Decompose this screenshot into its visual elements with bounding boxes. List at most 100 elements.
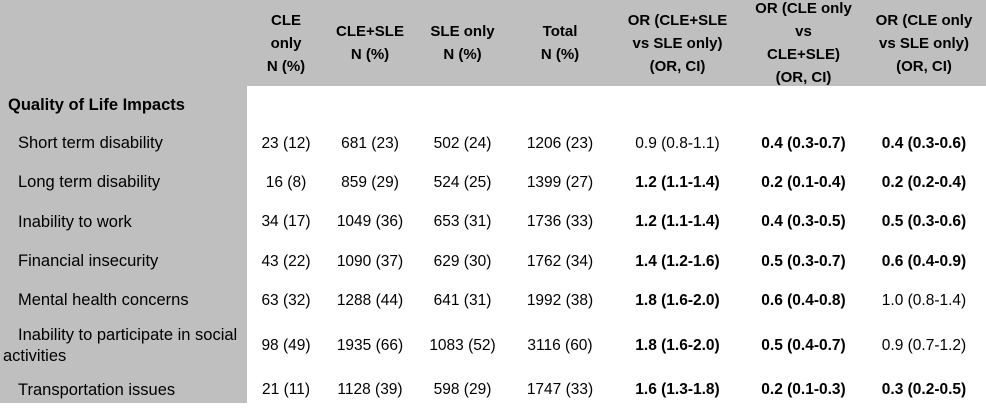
table-cell: 43 (22) <box>247 242 325 281</box>
table-cell: 0.9 (0.7-1.2) <box>862 320 986 372</box>
table-cell: 502 (24) <box>415 124 510 163</box>
row-label-cell: Transportation issues <box>0 372 247 408</box>
header-line: Total <box>542 23 578 40</box>
row-label: Financial insecurity <box>18 252 159 270</box>
table-cell: 1090 (37) <box>325 242 415 281</box>
row-label: Inability to participate in social activ… <box>3 326 238 365</box>
empty-cell <box>415 86 510 124</box>
row-label-cell: Inability to work <box>0 202 247 242</box>
table-cell: 0.5 (0.4-0.7) <box>745 320 862 372</box>
empty-cell <box>510 86 610 124</box>
table-cell: 1206 (23) <box>510 124 610 163</box>
table-cell: 1.2 (1.1-1.4) <box>610 163 745 202</box>
header-line: (OR, CI) <box>896 57 952 75</box>
table-cell: 0.9 (0.8-1.1) <box>610 124 745 163</box>
empty-cell <box>610 86 745 124</box>
row-label-cell: Long term disability <box>0 163 247 202</box>
table-cell: 1747 (33) <box>510 372 610 408</box>
header-line: OR (CLE only <box>875 11 973 29</box>
row-label: Short term disability <box>18 134 163 152</box>
header-line: CLE+SLE <box>336 23 404 40</box>
table-cell: 0.4 (0.3-0.7) <box>745 124 862 163</box>
table-cell: 1762 (34) <box>510 242 610 281</box>
header-line: vs SLE only) <box>632 34 723 52</box>
table-cell: 63 (32) <box>247 281 325 320</box>
table-cell: 0.4 (0.3-0.5) <box>745 202 862 242</box>
table-cell: 641 (31) <box>415 281 510 320</box>
table-cell: 1128 (39) <box>325 372 415 408</box>
row-label-cell: Inability to participate in social activ… <box>0 320 247 372</box>
table-cell: 0.2 (0.1-0.4) <box>745 163 862 202</box>
table-cell: 0.2 (0.2-0.4) <box>862 163 986 202</box>
header-line: vs SLE only) <box>878 34 970 52</box>
table-cell: 0.6 (0.4-0.9) <box>862 242 986 281</box>
table-cell: 1736 (33) <box>510 202 610 242</box>
empty-cell <box>247 86 325 124</box>
header-line: CLE+SLE) <box>767 46 840 63</box>
col-header-or-cleonly-vs-clesle: OR (CLE only vs CLE+SLE) (OR, CI) <box>745 0 862 86</box>
table-cell: 1.2 (1.1-1.4) <box>610 202 745 242</box>
table-cell: 0.3 (0.2-0.5) <box>862 372 986 408</box>
col-header-or-clesle-vs-sleonly: OR (CLE+SLE vs SLE only) (OR, CI) <box>610 0 745 86</box>
row-label-cell: Mental health concerns <box>0 281 247 320</box>
table-cell: 21 (11) <box>247 372 325 408</box>
table-cell: 1288 (44) <box>325 281 415 320</box>
table-cell: 1083 (52) <box>415 320 510 372</box>
table-cell: 1.8 (1.6-2.0) <box>610 281 745 320</box>
col-header-or-cleonly-vs-sleonly: OR (CLE only vs SLE only) (OR, CI) <box>862 0 986 86</box>
table-cell: 598 (29) <box>415 372 510 408</box>
header-line: OR (CLE+SLE <box>627 11 728 29</box>
header-empty-cell <box>0 0 247 86</box>
header-line: N (%) <box>350 46 390 63</box>
header-line: CLE <box>271 11 301 29</box>
empty-cell <box>862 86 986 124</box>
table-cell: 1.4 (1.2-1.6) <box>610 242 745 281</box>
col-header-cle-plus-sle: CLE+SLE N (%) <box>325 0 415 86</box>
table-cell: 1399 (27) <box>510 163 610 202</box>
section-title-cell: Quality of Life Impacts <box>0 86 247 124</box>
row-label-cell: Financial insecurity <box>0 242 247 281</box>
row-label: Inability to work <box>18 212 132 231</box>
table-cell: 524 (25) <box>415 163 510 202</box>
section-title: Quality of Life Impacts <box>8 95 185 114</box>
col-header-total: Total N (%) <box>510 0 610 86</box>
header-line: (OR, CI) <box>775 69 832 86</box>
empty-cell <box>325 86 415 124</box>
table-cell: 0.5 (0.3-0.6) <box>862 202 986 242</box>
table-cell: 23 (12) <box>247 124 325 163</box>
header-line: OR (CLE only vs <box>755 0 852 40</box>
row-label: Transportation issues <box>18 380 176 399</box>
table-cell: 3116 (60) <box>510 320 610 372</box>
col-header-cle-only: CLE only N (%) <box>247 0 325 86</box>
header-line: N (%) <box>266 57 306 75</box>
table-cell: 0.6 (0.4-0.8) <box>745 281 862 320</box>
table-cell: 859 (29) <box>325 163 415 202</box>
header-line: N (%) <box>540 46 580 63</box>
table-cell: 34 (17) <box>247 202 325 242</box>
table-cell: 1.8 (1.6-2.0) <box>610 320 745 372</box>
table-cell: 1.0 (0.8-1.4) <box>862 281 986 320</box>
table-cell: 1.6 (1.3-1.8) <box>610 372 745 408</box>
table-cell: 653 (31) <box>415 202 510 242</box>
header-line: only <box>270 34 302 52</box>
col-header-sle-only: SLE only N (%) <box>415 0 510 86</box>
table-cell: 1049 (36) <box>325 202 415 242</box>
row-label-cell: Short term disability <box>0 124 247 163</box>
table-cell: 681 (23) <box>325 124 415 163</box>
row-label: Long term disability <box>18 173 161 191</box>
table-cell: 0.5 (0.3-0.7) <box>745 242 862 281</box>
table-cell: 1935 (66) <box>325 320 415 372</box>
table-cell: 98 (49) <box>247 320 325 372</box>
header-line: (OR, CI) <box>649 57 706 75</box>
table-cell: 1992 (38) <box>510 281 610 320</box>
table-cell: 629 (30) <box>415 242 510 281</box>
header-line: SLE only <box>430 23 495 40</box>
row-label: Mental health concerns <box>18 291 189 309</box>
table-cell: 0.2 (0.1-0.3) <box>745 372 862 408</box>
header-line: N (%) <box>443 46 482 63</box>
table-cell: 0.4 (0.3-0.6) <box>862 124 986 163</box>
empty-cell <box>745 86 862 124</box>
table-cell: 16 (8) <box>247 163 325 202</box>
